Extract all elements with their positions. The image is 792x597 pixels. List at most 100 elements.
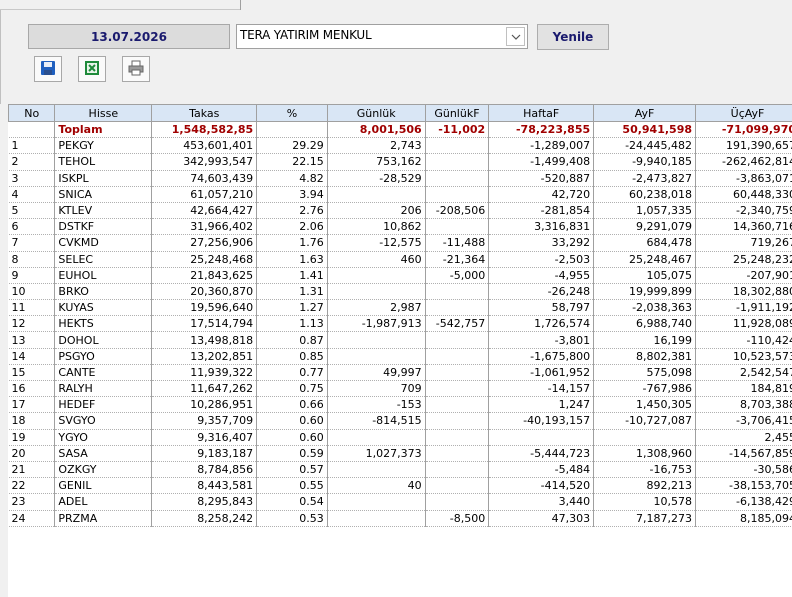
cell-no: 2 xyxy=(8,153,56,171)
table-row[interactable]: 8 SELEC 25,248,468 1.63 460 -21,364 -2,503 25,2… xyxy=(8,251,792,268)
table-row[interactable]: 23 ADEL 8,295,843 0.54 3,440 10,578 -6,138,429 xyxy=(8,493,792,511)
table-row[interactable]: 12 HEKTS 17,514,794 1.13 -1,987,913 -542,757 1… xyxy=(8,315,792,333)
cell-gunlukf xyxy=(425,429,490,446)
table-row[interactable]: 15 CANTE 11,939,322 0.77 49,997 -1,061,952 575… xyxy=(8,364,792,382)
table-row[interactable]: 7 CVKMD 27,256,906 1.76 -12,575 -11,488 33,292… xyxy=(8,234,792,252)
cell-ucayf: 8,703,388 xyxy=(695,396,792,414)
broker-select[interactable]: TERA YATIRIM MENKUL xyxy=(236,24,528,49)
cell-ucayf: 8,185,094 xyxy=(695,510,792,527)
cell-gunlukf xyxy=(425,380,490,398)
table-row[interactable]: 3 ISKPL 74,603,439 4.82 -28,529 -520,887 -2,47… xyxy=(8,170,792,187)
cell-ayf: 9,291,079 xyxy=(593,218,697,236)
col-header-gunluk[interactable]: Günlük xyxy=(326,104,426,122)
cell-haftaf: 1,247 xyxy=(488,396,595,414)
cell-no: 23 xyxy=(8,493,56,511)
cell-haftaf: 58,797 xyxy=(488,299,595,317)
cell-ayf: -2,038,363 xyxy=(593,299,697,317)
cell-gunlukf: -542,757 xyxy=(425,315,490,333)
col-header-takas[interactable]: Takas xyxy=(151,104,258,122)
table-row[interactable]: 10 BRKO 20,360,870 1.31 -26,248 19,999,899 18,… xyxy=(8,283,792,301)
cell-ucayf: -262,462,814 xyxy=(695,153,792,171)
col-header-ayf[interactable]: AyF xyxy=(593,104,697,122)
refresh-button[interactable]: Yenile xyxy=(537,24,609,50)
cell-haftaf: -1,289,007 xyxy=(488,137,595,155)
total-pct xyxy=(256,121,328,139)
table-row[interactable]: 6 DSTKF 31,966,402 2.06 10,862 3,316,831 9,291… xyxy=(8,218,792,236)
col-header-haftaf[interactable]: HaftaF xyxy=(488,104,595,122)
cell-gunlukf: -11,488 xyxy=(425,234,490,252)
table-row[interactable]: 13 DOHOL 13,498,818 0.87 -3,801 16,199 -110,42… xyxy=(8,331,792,349)
grid-left-gutter xyxy=(0,104,8,597)
cell-ucayf: 2,542,547 xyxy=(695,364,792,382)
cell-pct: 0.59 xyxy=(256,445,328,462)
cell-takas: 42,664,427 xyxy=(151,202,258,220)
cell-no: 11 xyxy=(8,299,56,317)
col-header-gunlukf[interactable]: GünlükF xyxy=(424,104,490,122)
cell-hisse: CVKMD xyxy=(54,234,153,252)
cell-ayf: 105,075 xyxy=(593,267,697,284)
cell-haftaf: -40,193,157 xyxy=(488,412,595,430)
cell-ayf: 684,478 xyxy=(593,234,697,252)
table-row[interactable]: 9 EUHOL 21,843,625 1.41 -5,000 -4,955 105,075-… xyxy=(8,267,792,284)
cell-hisse: ADEL xyxy=(54,493,153,511)
table-row[interactable]: 5 KTLEV 42,664,427 2.76 206 -208,506 -281,854 1… xyxy=(8,202,792,220)
cell-hisse: HEDEF xyxy=(54,396,153,414)
table-row[interactable]: 17 HEDEF 10,286,951 0.66 -153 1,247 1,450,305 8… xyxy=(8,396,792,414)
cell-no: 6 xyxy=(8,218,56,236)
cell-pct: 0.54 xyxy=(256,493,328,511)
cell-ayf: 25,248,467 xyxy=(593,251,697,268)
cell-no: 5 xyxy=(8,202,56,220)
table-row[interactable]: 18 SVGYO 9,357,709 0.60 -814,515 -40,193,157-… xyxy=(8,412,792,430)
cell-no: 19 xyxy=(8,429,56,446)
cell-gunluk: -1,987,913 xyxy=(327,315,426,333)
cell-ucayf: -38,153,705 xyxy=(695,477,792,495)
col-header-no[interactable]: No xyxy=(7,104,56,122)
cell-ucayf: -2,340,759 xyxy=(695,202,792,220)
table-row[interactable]: 16 RALYH 11,647,262 0.75 709 -14,157 -767,986 1… xyxy=(8,380,792,398)
cell-ayf: 1,308,960 xyxy=(593,445,697,462)
cell-gunluk: 1,027,373 xyxy=(327,445,426,462)
cell-takas: 11,647,262 xyxy=(151,380,258,398)
table-row[interactable]: 24 PRZMA 8,258,242 0.53 -8,500 47,303 7,187,27… xyxy=(8,510,792,527)
table-row[interactable]: 2 TEHOL 342,993,547 22.15 753,162 -1,499,408-… xyxy=(8,153,792,171)
table-row[interactable]: 21 OZKGY 8,784,856 0.57 -5,484 -16,753 -30,586 xyxy=(8,461,792,479)
cell-gunlukf xyxy=(425,283,490,301)
date-display[interactable]: 13.07.2026 xyxy=(28,24,230,49)
cell-takas: 8,784,856 xyxy=(151,461,258,479)
cell-haftaf: -1,499,408 xyxy=(488,153,595,171)
cell-no: 17 xyxy=(8,396,56,414)
table-row[interactable]: 20 SASA 9,183,187 0.59 1,027,373 -5,444,723 1,… xyxy=(8,445,792,462)
cell-pct: 22.15 xyxy=(256,153,328,171)
cell-gunluk xyxy=(327,331,426,349)
table-row[interactable]: 11 KUYAS 19,596,640 1.27 2,987 58,797 -2,038,3… xyxy=(8,299,792,317)
cell-ucayf: -14,567,859 xyxy=(695,445,792,462)
table-row[interactable]: 4 SNICA 61,057,210 3.94 42,720 60,238,018 60,4… xyxy=(8,186,792,203)
cell-gunluk: 49,997 xyxy=(327,364,426,382)
cell-ucayf: 10,523,573 xyxy=(695,348,792,365)
cell-haftaf: 3,440 xyxy=(488,493,595,511)
cell-gunlukf xyxy=(425,412,490,430)
save-button[interactable] xyxy=(34,56,62,82)
cell-gunlukf: -5,000 xyxy=(425,267,490,284)
cell-no: 12 xyxy=(8,315,56,333)
table-row[interactable]: 1 PEKGY 453,601,401 29.29 2,743 -1,289,007 -24… xyxy=(8,137,792,155)
cell-gunlukf xyxy=(425,331,490,349)
cell-takas: 8,443,581 xyxy=(151,477,258,495)
col-header-ucayf[interactable]: ÜçAyF xyxy=(695,104,792,122)
col-header-pct[interactable]: % xyxy=(256,104,328,122)
excel-export-button[interactable] xyxy=(78,56,106,82)
table-row[interactable]: 14 PSGYO 13,202,851 0.85 -1,675,800 8,802,381… xyxy=(8,348,792,365)
cell-gunluk: 753,162 xyxy=(327,153,426,171)
cell-gunluk xyxy=(327,348,426,365)
cell-gunluk: -28,529 xyxy=(327,170,426,187)
cell-hisse: GENIL xyxy=(54,477,153,495)
cell-takas: 8,258,242 xyxy=(151,510,258,527)
table-row[interactable]: 22 GENIL 8,443,581 0.55 40 -414,520 892,213 -38… xyxy=(8,477,792,495)
cell-ucayf: -30,586 xyxy=(695,461,792,479)
print-button[interactable] xyxy=(122,56,150,82)
col-header-hisse[interactable]: Hisse xyxy=(54,104,153,122)
chevron-down-icon[interactable] xyxy=(506,27,525,46)
total-row[interactable]: Toplam 1,548,582,85 8,001,506 -11,002 -7… xyxy=(8,121,792,139)
cell-gunlukf: -8,500 xyxy=(425,510,490,527)
